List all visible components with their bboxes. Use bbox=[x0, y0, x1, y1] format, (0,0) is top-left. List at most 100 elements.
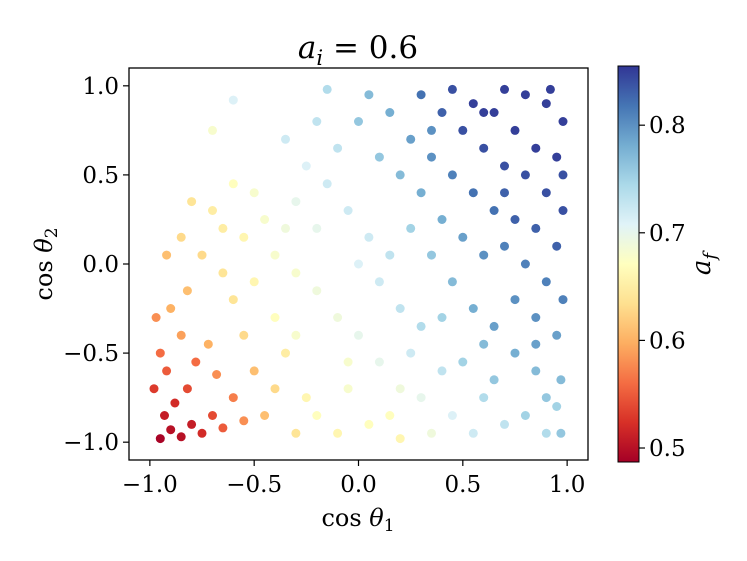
scatter-point bbox=[182, 384, 192, 394]
scatter-point bbox=[541, 277, 551, 287]
scatter-point bbox=[176, 432, 186, 442]
scatter-point bbox=[333, 428, 343, 438]
scatter-point bbox=[374, 277, 384, 287]
scatter-point bbox=[260, 411, 270, 420]
scatter-point bbox=[364, 232, 374, 242]
scatter-point bbox=[489, 108, 499, 117]
scatter-point bbox=[552, 330, 562, 340]
scatter-point bbox=[239, 232, 249, 242]
scatter-point bbox=[531, 143, 541, 153]
scatter-point bbox=[239, 416, 249, 426]
scatter-point bbox=[212, 370, 222, 379]
scatter-point bbox=[182, 286, 192, 296]
scatter-point bbox=[545, 84, 555, 94]
scatter-point bbox=[228, 393, 238, 403]
scatter-point bbox=[208, 125, 217, 135]
scatter-point bbox=[531, 339, 541, 349]
scatter-point bbox=[458, 357, 468, 367]
scatter-point bbox=[322, 179, 332, 189]
x-axis-ticks: −1.0 −0.5 0.0 0.5 1.0 bbox=[122, 460, 585, 498]
scatter-point bbox=[187, 419, 197, 429]
scatter-point bbox=[500, 241, 509, 251]
scatter-point bbox=[468, 304, 478, 313]
scatter-point bbox=[312, 117, 322, 126]
scatter-point bbox=[510, 295, 520, 305]
x-axis-label: cos θ1 bbox=[321, 504, 394, 536]
scatter-point bbox=[166, 425, 176, 435]
scatter-point bbox=[191, 357, 201, 367]
scatter-point bbox=[395, 384, 405, 394]
scatter-point bbox=[343, 357, 353, 367]
colorbar-tick-label: 0.8 bbox=[649, 113, 686, 139]
scatter-point bbox=[427, 152, 436, 162]
scatter-point bbox=[228, 295, 238, 305]
scatter-point bbox=[541, 99, 551, 109]
colorbar-tick-label: 0.5 bbox=[649, 436, 686, 462]
scatter-point bbox=[333, 143, 343, 153]
scatter-point bbox=[458, 232, 468, 242]
scatter-point bbox=[437, 313, 447, 322]
scatter-point bbox=[162, 250, 172, 260]
scatter-point bbox=[312, 411, 322, 420]
scatter-point bbox=[437, 366, 447, 376]
scatter-point bbox=[249, 366, 259, 376]
y-axis-ticks: −1.0 −0.5 0.0 0.5 1.0 bbox=[63, 74, 129, 456]
scatter-point bbox=[162, 366, 172, 376]
scatter-point bbox=[322, 84, 332, 94]
scatter-point bbox=[552, 402, 562, 411]
scatter-point bbox=[552, 241, 562, 251]
scatter-point bbox=[500, 161, 509, 171]
scatter-point bbox=[489, 321, 499, 331]
scatter-point bbox=[416, 321, 426, 331]
scatter-point bbox=[151, 313, 161, 322]
scatter-point bbox=[218, 423, 228, 433]
scatter-point bbox=[385, 108, 395, 117]
colorbar-tick-label: 0.7 bbox=[649, 221, 686, 247]
x-tick-label: 0.5 bbox=[445, 472, 482, 498]
scatter-point bbox=[312, 286, 322, 296]
scatter-point bbox=[291, 330, 301, 340]
scatter-point bbox=[479, 339, 489, 349]
scatter-point bbox=[301, 161, 311, 171]
y-tick-label: −0.5 bbox=[63, 341, 119, 367]
scatter-point bbox=[170, 398, 180, 408]
scatter-point bbox=[333, 313, 343, 322]
scatter-point bbox=[281, 223, 290, 233]
scatter-point bbox=[166, 304, 176, 313]
scatter-point bbox=[427, 250, 436, 260]
scatter-point bbox=[447, 277, 457, 287]
plot-area bbox=[128, 67, 589, 461]
scatter-point bbox=[218, 268, 228, 278]
scatter-point bbox=[541, 188, 551, 198]
scatter-point bbox=[343, 206, 353, 215]
scatter-point bbox=[281, 134, 290, 144]
scatter-point bbox=[520, 90, 530, 100]
scatter-point bbox=[489, 375, 499, 385]
scatter-point bbox=[197, 428, 207, 438]
scatter-point bbox=[385, 411, 395, 420]
scatter-point bbox=[149, 384, 159, 394]
scatter-point bbox=[187, 197, 197, 207]
scatter-point bbox=[364, 90, 374, 100]
scatter-point bbox=[155, 434, 165, 444]
scatter-point bbox=[406, 134, 416, 144]
scatter-point bbox=[249, 277, 259, 287]
scatter-point bbox=[500, 419, 509, 429]
y-tick-label: 0.5 bbox=[82, 163, 119, 189]
scatter-point bbox=[249, 188, 259, 198]
x-tick-label: −0.5 bbox=[226, 472, 282, 498]
scatter-point bbox=[531, 223, 541, 233]
scatter-point bbox=[447, 170, 457, 180]
scatter-point bbox=[558, 117, 568, 126]
scatter-point bbox=[416, 393, 426, 403]
scatter-point bbox=[510, 125, 520, 135]
colorbar: 0.5 0.6 0.7 0.8 af bbox=[617, 65, 721, 463]
scatter-point bbox=[203, 339, 213, 349]
scatter-point bbox=[364, 419, 374, 429]
colorbar-tick-label: 0.6 bbox=[649, 328, 686, 354]
colorbar-gradient bbox=[617, 65, 640, 463]
scatter-point bbox=[531, 313, 541, 322]
data-points bbox=[149, 84, 568, 444]
scatter-point bbox=[468, 99, 478, 109]
scatter-point bbox=[218, 223, 228, 233]
